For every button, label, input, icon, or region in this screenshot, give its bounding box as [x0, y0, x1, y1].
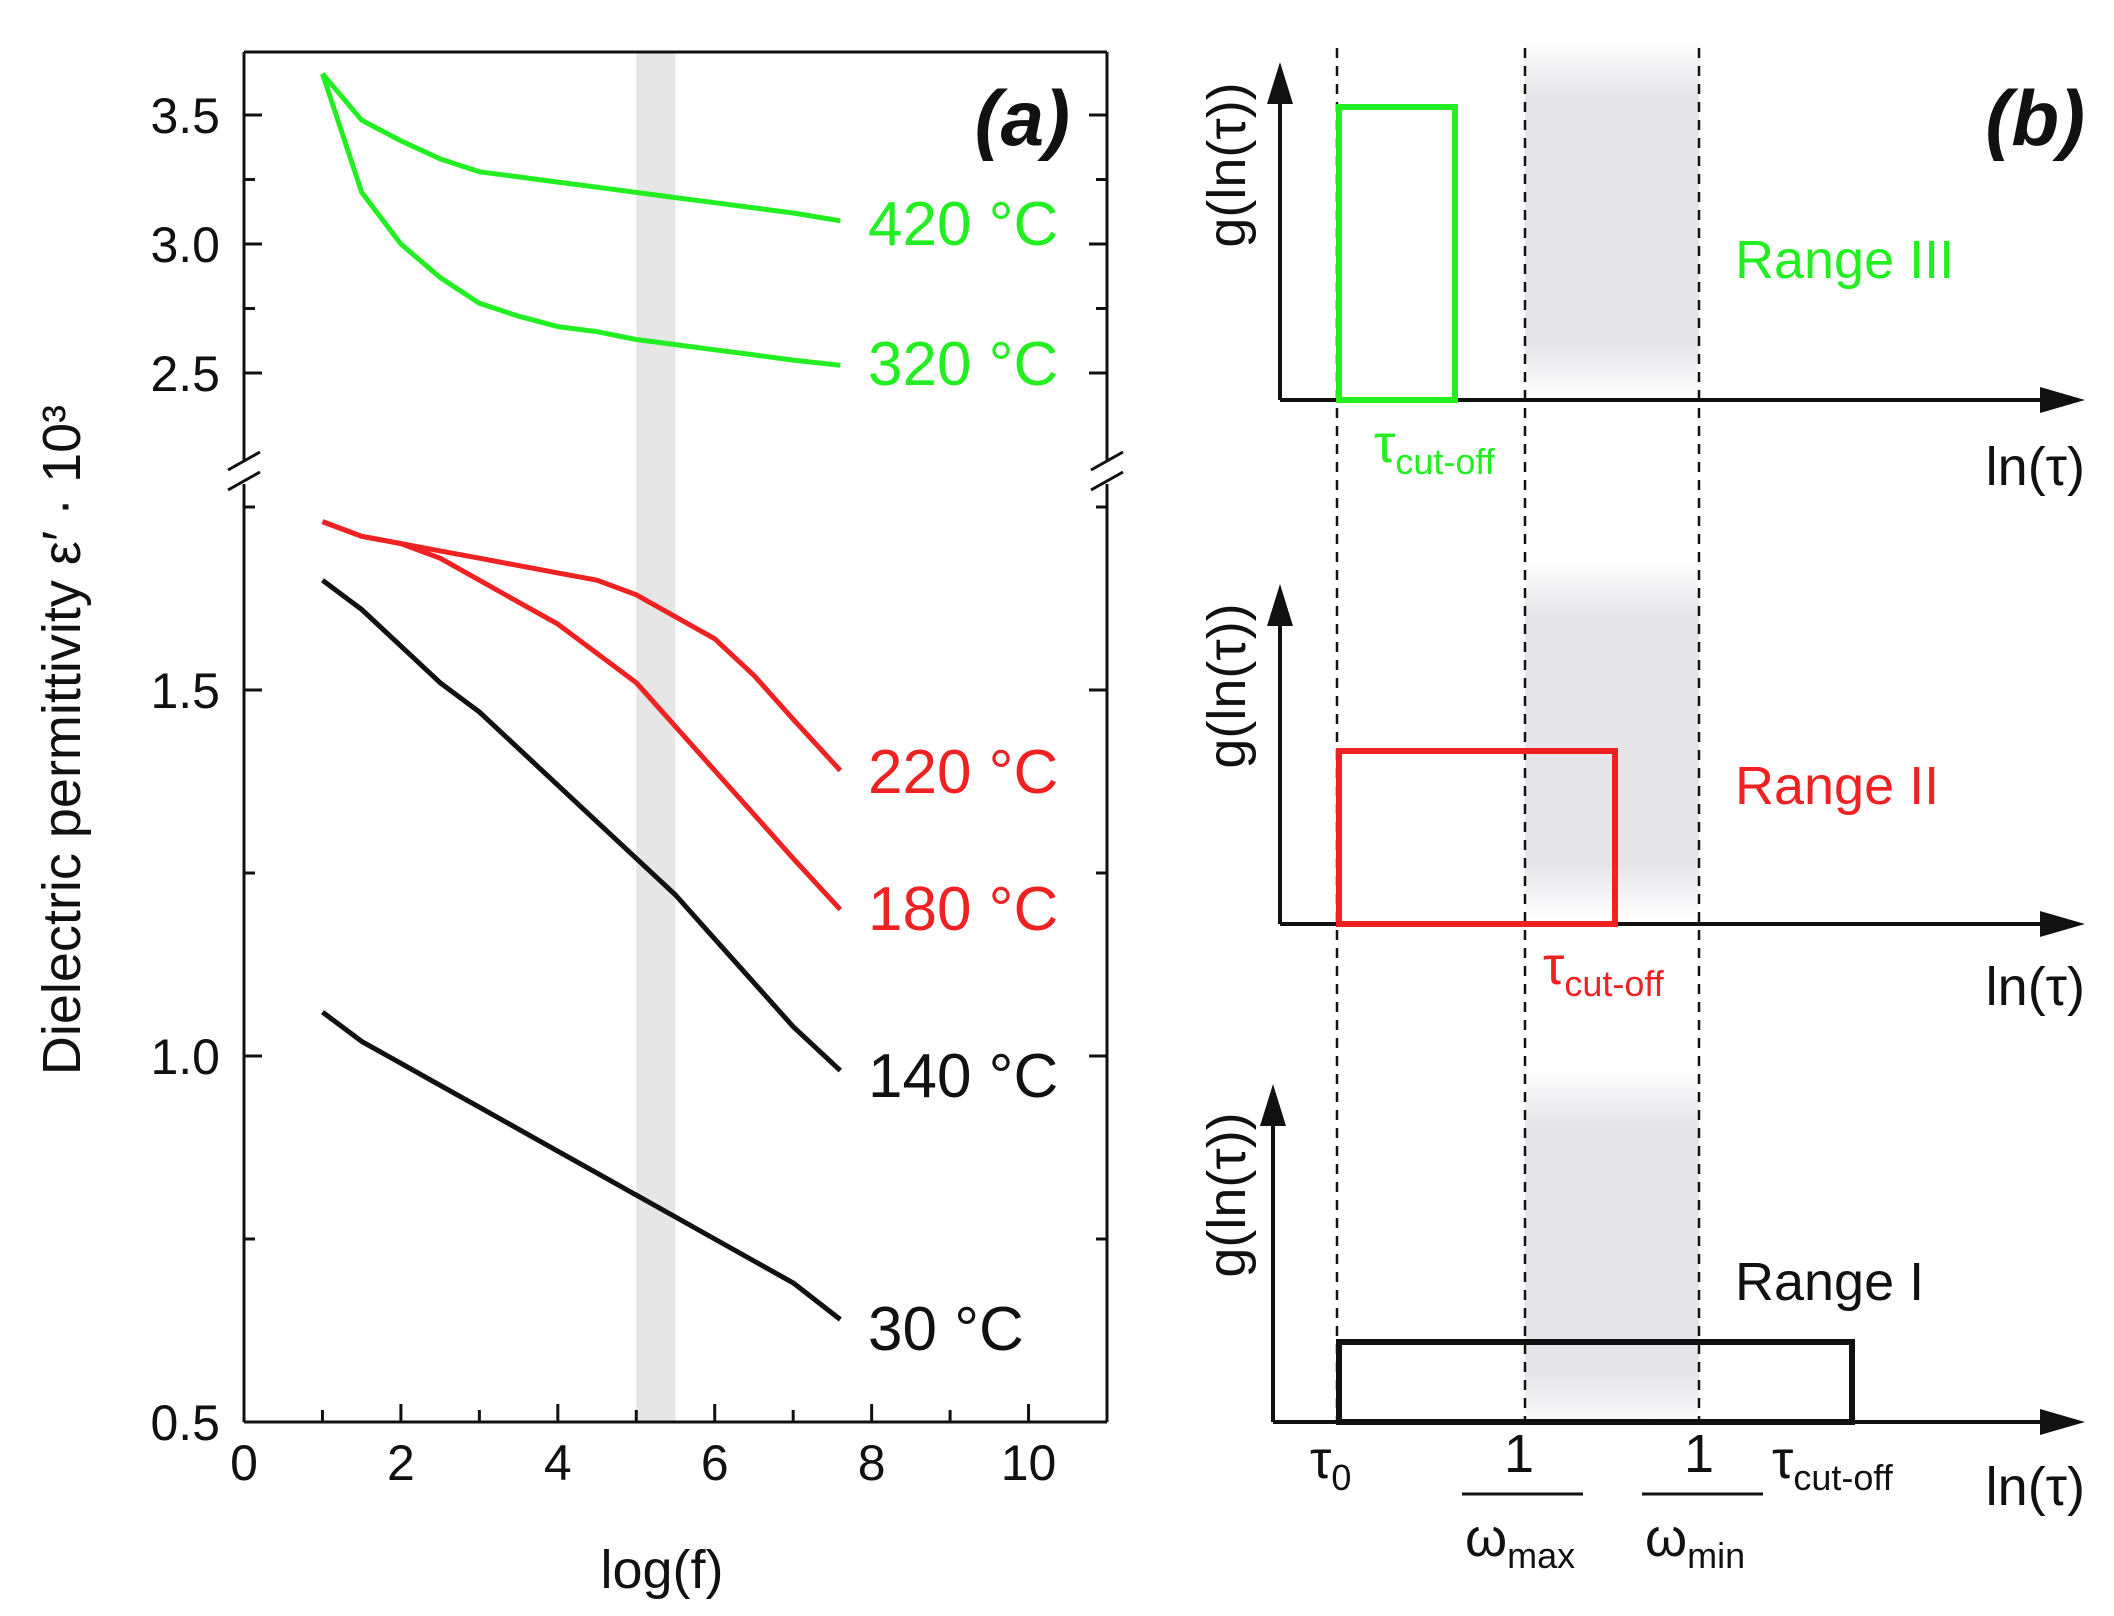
ylabel-range-iii: g(ln(τ)) — [1197, 82, 1257, 247]
y-tick-label-upper: 3.5 — [150, 88, 220, 144]
series-line-30c — [321, 1010, 842, 1322]
series-label-320: 320 °C — [868, 330, 1058, 399]
x-tick-label: 10 — [1001, 1435, 1057, 1491]
series-label-420: 420 °C — [868, 190, 1058, 259]
xlabel-range-iii: ln(τ) — [1986, 437, 2085, 497]
distribution-range-i — [1336, 1339, 1855, 1425]
dashed-guides — [1335, 48, 1701, 1422]
x-axis-title: log(f) — [600, 1540, 723, 1600]
y-tick-label-lower: 1.5 — [150, 663, 220, 719]
svg-text:1: 1 — [1684, 1424, 1714, 1484]
range-i-label: Range I — [1735, 1252, 1924, 1312]
y-tick-label-lower: 1.0 — [150, 1029, 220, 1085]
series-label-220: 220 °C — [868, 738, 1058, 807]
tau-cutoff-range-ii: τcut-off — [1543, 936, 1665, 1004]
series-line-180c — [321, 519, 843, 912]
y-tick-label-lower: 0.5 — [150, 1395, 220, 1451]
x-tick-label: 4 — [544, 1435, 572, 1491]
svg-text:ωmin: ωmin — [1645, 1508, 1745, 1576]
ylabel-range-ii: g(ln(τ)) — [1197, 603, 1257, 768]
y-tick-label-upper: 2.5 — [150, 346, 220, 402]
panel-a-series-group — [320, 72, 843, 1322]
distribution-range-ii — [1336, 748, 1618, 927]
panel-a-frame — [242, 50, 1109, 1424]
range-ii-label: Range II — [1735, 756, 1939, 816]
y-axis-title: Dielectric permittivity ε′ · 10³ — [32, 405, 92, 1075]
series-line-140c — [321, 578, 843, 1073]
series-label-180: 180 °C — [868, 875, 1058, 944]
svg-text:1: 1 — [1504, 1424, 1534, 1484]
panel-a-chart: 0 2 4 6 8 10 2.5 3.0 3.5 0.5 1.0 1.5 (a) log(f) Die… — [32, 50, 1124, 1600]
x-tick-label: 8 — [858, 1435, 886, 1491]
svg-text:ωmax: ωmax — [1465, 1508, 1575, 1576]
x-tick-label: 6 — [701, 1435, 729, 1491]
inverse-omega-max-label: 1 ωmax — [1462, 1424, 1583, 1576]
inverse-omega-min-label: 1 ωmin — [1642, 1424, 1763, 1576]
series-line-320c — [320, 72, 841, 368]
shade-range-iii — [1525, 40, 1699, 400]
tau-cutoff-range-iii: τcut-off — [1374, 414, 1496, 482]
xlabel-range-i: ln(τ) — [1986, 1457, 2085, 1517]
shaded-frequency-band — [636, 52, 676, 1422]
tau-cutoff-range-i: τcut-off — [1772, 1430, 1894, 1498]
panel-b-letter: (b) — [1985, 74, 2085, 162]
axis-break-right — [1090, 450, 1124, 492]
xlabel-range-ii: ln(τ) — [1986, 957, 2085, 1017]
x-tick-label: 0 — [230, 1435, 258, 1491]
shade-range-i — [1525, 1070, 1699, 1430]
panel-b-diagram: g(ln(τ)) g(ln(τ)) g(ln(τ)) ln(τ) ln(τ) l… — [1197, 40, 2085, 1576]
panel-a-letter: (a) — [975, 74, 1070, 162]
panel-a-ticks: 0 2 4 6 8 10 2.5 3.0 3.5 0.5 1.0 1.5 — [150, 88, 1109, 1491]
series-label-140: 140 °C — [868, 1042, 1058, 1111]
distribution-range-iii — [1336, 104, 1458, 403]
series-line-420c — [320, 72, 841, 224]
y-tick-label-upper: 3.0 — [150, 217, 220, 273]
range-iii-label: Range III — [1735, 230, 1954, 290]
tau-zero-label: τ0 — [1310, 1430, 1351, 1498]
series-label-30: 30 °C — [868, 1295, 1024, 1364]
ylabel-range-i: g(ln(τ)) — [1197, 1112, 1257, 1277]
x-tick-label: 2 — [387, 1435, 415, 1491]
axis-break-left — [227, 450, 261, 492]
